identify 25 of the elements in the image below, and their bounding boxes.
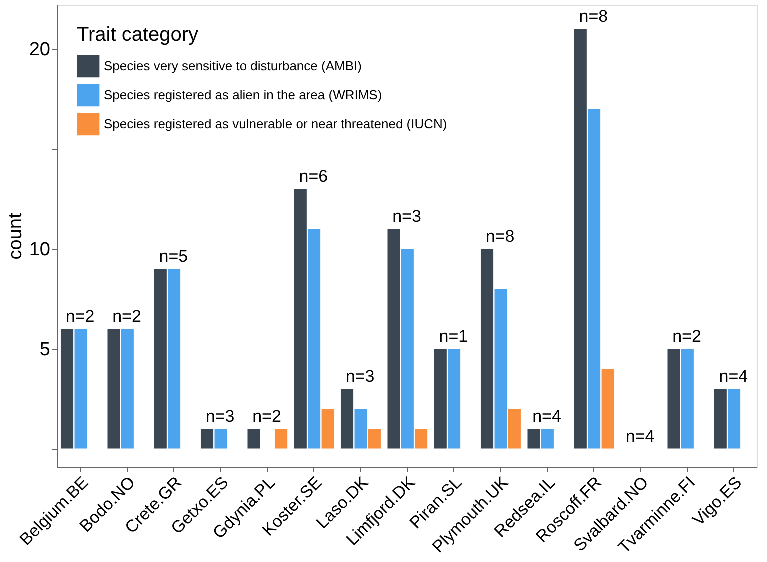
y-axis-title: count (5, 212, 26, 260)
legend-label: Species registered as alien in the area (WRIMS) (104, 88, 382, 102)
annotation: n=2 (672, 327, 702, 346)
annotation: n=5 (159, 247, 188, 266)
bar (247, 428, 261, 450)
annotation: n=8 (579, 7, 608, 26)
annotation: n=3 (346, 367, 375, 386)
annotation: n=2 (252, 407, 282, 426)
annotation: n=4 (719, 367, 748, 386)
annotation: n=2 (112, 307, 142, 326)
bar (274, 428, 288, 450)
legend-label: Species very sensitive to disturbance (AMBI) (104, 58, 362, 74)
y-tick-label: 5 (40, 340, 50, 360)
annotation: n=2 (66, 307, 95, 326)
y-tick-label: 20 (29, 40, 50, 60)
annotation: n=6 (299, 167, 328, 186)
annotation: n=4 (626, 427, 655, 446)
legend-label: Species registered as vulnerable or near threatened (IUCN) (104, 116, 448, 132)
annotation: n=4 (532, 407, 562, 426)
annotation: n=1 (439, 327, 468, 346)
annotation: n=3 (206, 407, 235, 426)
y-tick-label: 10 (29, 240, 50, 260)
annotation: n=8 (486, 227, 515, 246)
annotation: n=3 (392, 207, 422, 226)
legend-title: Trait category (77, 24, 199, 46)
